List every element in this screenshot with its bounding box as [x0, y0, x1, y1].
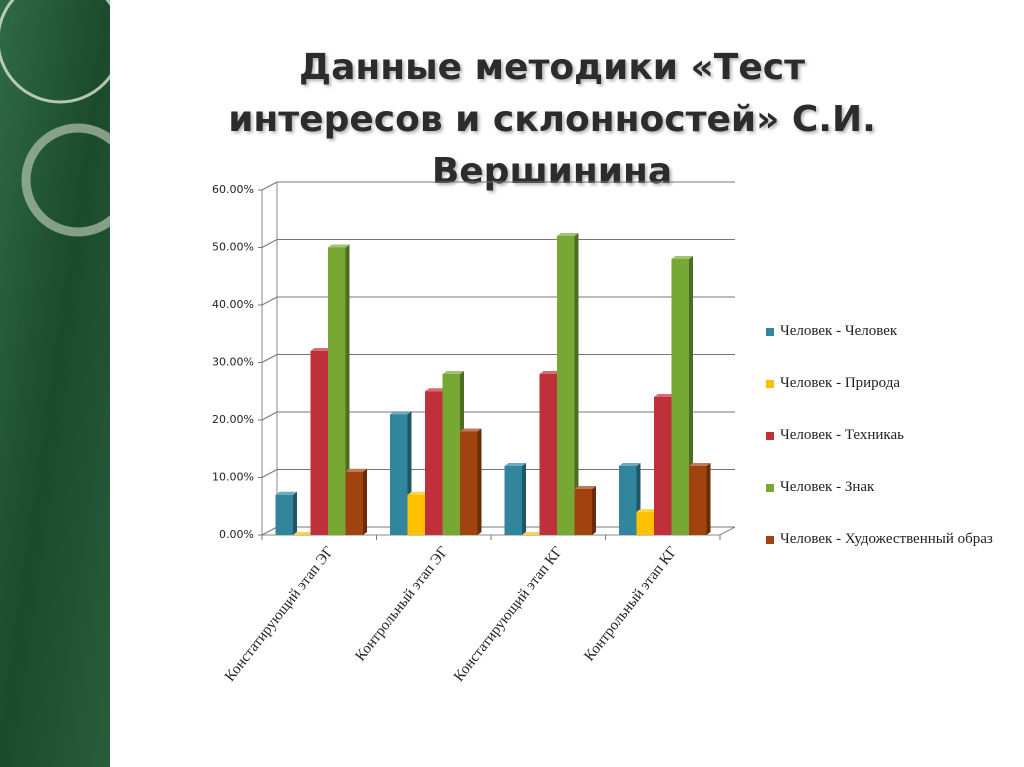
slide-title: Данные методики «Тест интересов и склонн…	[228, 47, 876, 192]
bar	[504, 466, 522, 535]
legend-label: Человек - Природа	[780, 375, 901, 391]
grid-line-side	[261, 239, 278, 248]
bar	[345, 471, 363, 535]
bar-top	[654, 394, 676, 397]
grid-line-side	[261, 296, 278, 306]
grid-line-side	[261, 526, 278, 536]
y-tick-label: 50.00%	[212, 241, 254, 254]
x-tick-label: Констатирующий этап ЭГ	[222, 543, 337, 684]
bar	[275, 494, 293, 535]
legend-item: Человек - Техникаь	[764, 424, 1019, 476]
bar-top	[539, 371, 561, 374]
bar-top	[310, 348, 332, 351]
bar-top	[557, 233, 579, 236]
bar	[442, 374, 460, 535]
legend-item: Человек - Знак	[764, 476, 1019, 528]
y-tick-label: 20.00%	[212, 413, 254, 426]
bar	[407, 494, 425, 535]
bar-top	[275, 491, 297, 495]
bar-top	[425, 388, 447, 392]
bar-top	[293, 532, 315, 535]
bar	[425, 391, 443, 535]
legend-swatch	[766, 484, 774, 492]
legend-item: Человек - Человек	[764, 320, 1019, 372]
bar-top	[407, 491, 429, 495]
bar-top	[522, 532, 544, 535]
y-tick-label: 10.00%	[212, 471, 254, 484]
grid-line-side	[261, 469, 278, 478]
bar-side	[363, 468, 367, 535]
legend: Человек - Человек Человек - Природа Челове…	[764, 320, 1019, 580]
legend-swatch	[766, 380, 774, 388]
bar	[636, 512, 654, 535]
bar-side	[592, 486, 596, 535]
bar-top	[460, 428, 482, 432]
x-tick-label: Контрольный этап ЭГ	[352, 543, 451, 664]
bar-side	[522, 463, 526, 535]
bar-side	[293, 491, 297, 535]
bar-top	[619, 463, 641, 466]
y-tick-label: 40.00%	[212, 298, 254, 311]
x-tick-label: Констатирующий этап КГ	[451, 543, 566, 684]
legend-swatch	[766, 536, 774, 544]
bar-side	[574, 233, 579, 535]
bar	[619, 466, 637, 535]
legend-label: Человек - Знак	[780, 479, 875, 495]
legend-label: Человек - Человек	[780, 323, 898, 339]
bar-top	[390, 411, 412, 415]
legend-swatch	[766, 432, 774, 440]
bar	[654, 397, 672, 535]
bar	[390, 414, 408, 535]
grid-line-side	[261, 354, 278, 363]
legend-label: Человек - Художественный образ	[780, 531, 993, 547]
bar-side	[477, 428, 482, 535]
legend-label: Человек - Техникаь	[780, 427, 904, 443]
legend-item: Человек - Художественный образ	[764, 528, 1019, 580]
bar-top	[689, 463, 711, 466]
bar-side	[706, 463, 711, 535]
bar-top	[671, 256, 693, 259]
bar-top	[328, 244, 350, 248]
y-tick-label: 0.00%	[219, 528, 254, 541]
legend-item: Человек - Природа	[764, 372, 1019, 424]
bar	[460, 431, 478, 535]
bar-top	[574, 486, 596, 489]
x-tick-label: Контрольный этап КГ	[581, 543, 680, 664]
bar	[557, 236, 575, 535]
bar-top	[345, 468, 367, 472]
grid-line-side	[261, 411, 278, 421]
bar-side	[345, 244, 350, 535]
y-tick-label: 30.00%	[212, 356, 254, 369]
decor-strip	[0, 0, 110, 767]
bar-top	[504, 463, 526, 466]
bar	[328, 247, 346, 535]
bar	[310, 351, 328, 535]
legend-swatch	[766, 328, 774, 336]
bar	[689, 466, 707, 535]
y-tick-label: 60.00%	[212, 183, 254, 196]
bar	[574, 489, 592, 535]
grid-line-side	[261, 181, 278, 191]
bar	[671, 259, 689, 535]
bar-top	[636, 509, 658, 512]
bar-top	[442, 371, 464, 374]
bar	[539, 374, 557, 535]
